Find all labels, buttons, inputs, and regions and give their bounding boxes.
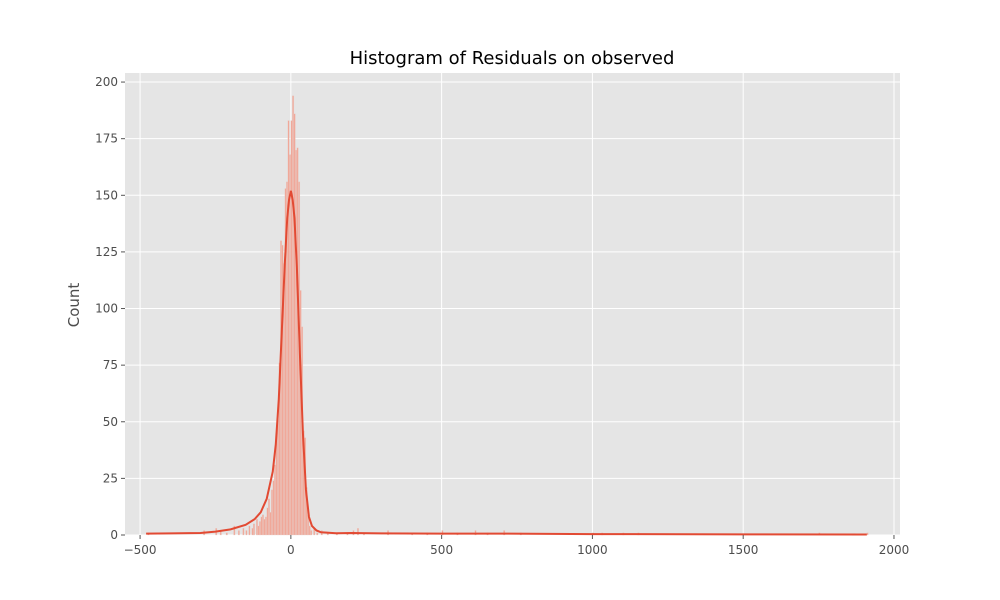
histogram-bar bbox=[271, 489, 273, 536]
histogram-bar bbox=[260, 516, 263, 536]
histogram-bar bbox=[274, 464, 276, 536]
histogram-bar bbox=[289, 154, 292, 536]
y-tick-label: 200 bbox=[95, 75, 118, 89]
histogram-bar bbox=[357, 528, 359, 536]
histogram-bar bbox=[242, 528, 245, 536]
grid bbox=[125, 73, 900, 536]
histogram-bar bbox=[268, 498, 270, 536]
histogram-bar bbox=[295, 149, 298, 536]
y-tick-label: 25 bbox=[103, 471, 118, 485]
histogram-bar bbox=[251, 528, 254, 536]
histogram-bar bbox=[237, 530, 240, 536]
x-tick-label: −500 bbox=[124, 543, 157, 557]
histogram-bar bbox=[265, 516, 267, 536]
histogram-bar bbox=[248, 525, 251, 536]
histogram-bar bbox=[259, 521, 261, 536]
y-tick-label: 125 bbox=[95, 245, 118, 259]
histogram-bar bbox=[287, 120, 290, 536]
histogram-bar bbox=[245, 530, 248, 536]
histogram-bar bbox=[316, 532, 319, 536]
x-axis: −500 0 500 1000 1500 2000 bbox=[124, 535, 910, 557]
histogram-bar bbox=[292, 95, 295, 536]
x-tick-label: 2000 bbox=[879, 543, 910, 557]
histogram-bar bbox=[290, 120, 293, 536]
histogram-bar bbox=[263, 518, 266, 536]
x-tick-label: 1500 bbox=[728, 543, 759, 557]
y-tick-label: 75 bbox=[103, 358, 118, 372]
histogram-bar bbox=[308, 525, 311, 536]
histogram-bar bbox=[296, 147, 299, 536]
y-axis: 0 25 50 75 100 125 150 175 200 bbox=[95, 75, 125, 542]
y-tick-label: 50 bbox=[103, 415, 118, 429]
y-tick-label: 0 bbox=[110, 528, 118, 542]
kde-curve bbox=[146, 190, 867, 536]
histogram-bar bbox=[253, 523, 255, 536]
histogram-bar bbox=[269, 512, 272, 536]
kde-line bbox=[146, 190, 867, 536]
chart-title: Histogram of Residuals on observed bbox=[350, 48, 675, 69]
y-axis-label: Count bbox=[65, 283, 83, 328]
histogram-bar bbox=[225, 532, 228, 536]
histogram-bar bbox=[257, 525, 260, 536]
histogram-bar bbox=[866, 532, 869, 536]
histogram-bar bbox=[277, 419, 279, 536]
y-tick-label: 150 bbox=[95, 188, 118, 202]
x-tick-label: 1000 bbox=[577, 543, 608, 557]
x-tick-label: 0 bbox=[287, 543, 295, 557]
x-tick-label: 500 bbox=[430, 543, 453, 557]
histogram-bar bbox=[310, 530, 313, 536]
y-tick-label: 100 bbox=[95, 302, 118, 316]
histogram-bar bbox=[266, 507, 269, 536]
histogram-bar bbox=[256, 518, 258, 536]
histogram-bar bbox=[262, 514, 264, 536]
histogram-bar bbox=[280, 240, 282, 536]
histogram-bar bbox=[293, 113, 296, 536]
plot-background bbox=[125, 73, 900, 535]
histogram-bar bbox=[272, 480, 275, 536]
y-tick-label: 175 bbox=[95, 132, 118, 146]
histogram-bar bbox=[233, 525, 236, 536]
